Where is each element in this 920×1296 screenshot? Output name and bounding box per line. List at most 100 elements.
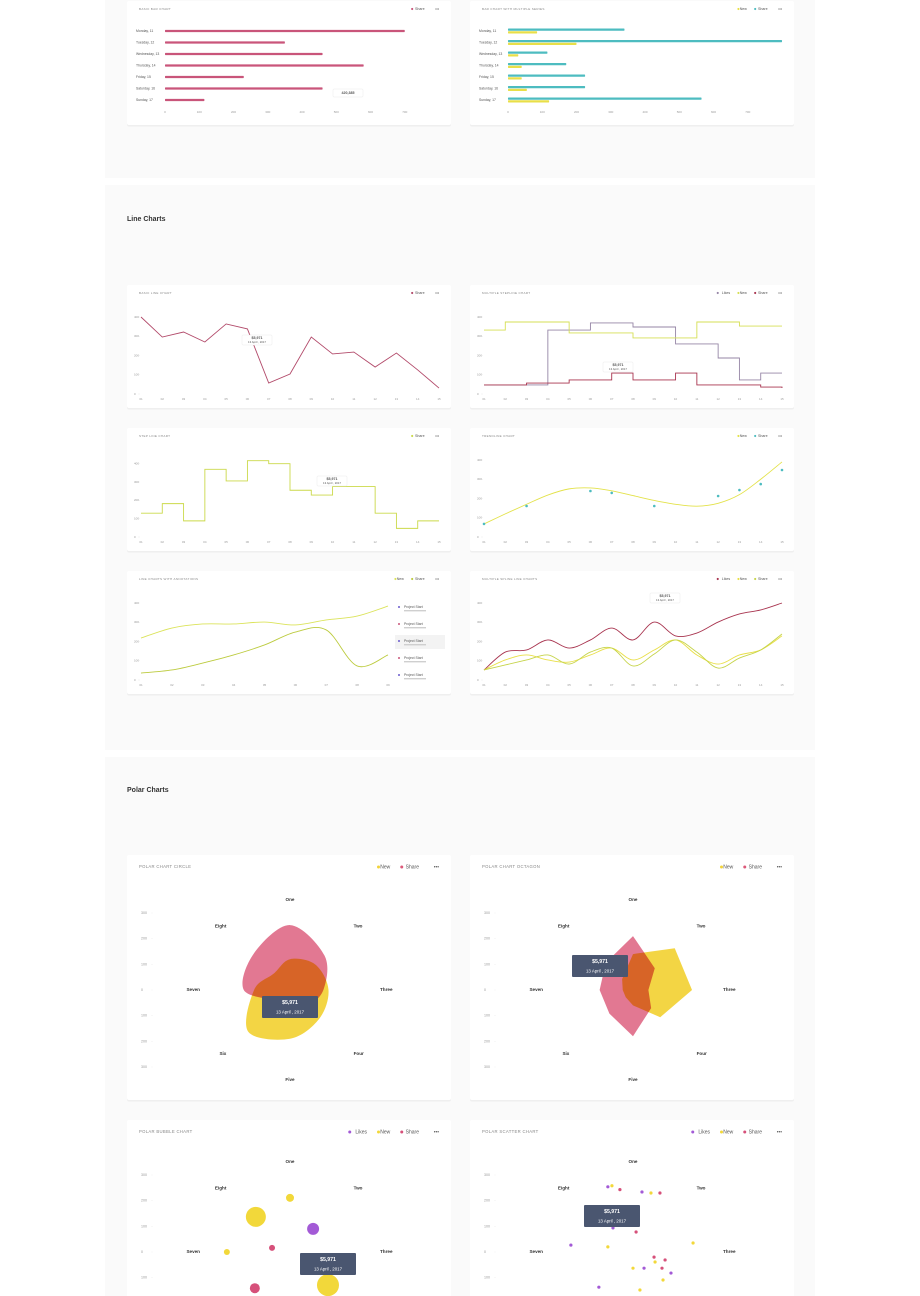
y-tick-label: 400: [477, 315, 482, 319]
y-tick-label: 200: [477, 639, 482, 643]
bubble: [245, 1206, 266, 1227]
y-tick-label: 300: [477, 477, 482, 481]
x-tick-label: 600: [368, 110, 373, 114]
legend-label: Share: [406, 1129, 420, 1135]
tooltip-date: 13 April , 2017: [586, 969, 615, 974]
x-tick-label: 500: [677, 110, 682, 114]
data-point: [597, 1285, 601, 1289]
x-tick-label: 0: [507, 110, 509, 114]
y-tick-label: 0: [477, 392, 479, 396]
menu[interactable]: •••: [435, 434, 440, 438]
x-tick-label: 07: [267, 397, 271, 401]
x-tick-label: 12: [373, 540, 377, 544]
x-tick-label: 07: [610, 540, 614, 544]
y-tick-label: 400: [477, 601, 482, 605]
category-label: Monday, 11: [479, 29, 496, 33]
data-point: [606, 1185, 610, 1189]
legend-label: Share: [415, 291, 425, 295]
menu[interactable]: •••: [778, 7, 783, 11]
data-point: [652, 504, 656, 508]
data-point: [661, 1278, 665, 1282]
menu[interactable]: •••: [435, 577, 440, 581]
data-point: [610, 491, 614, 495]
menu[interactable]: •••: [778, 291, 783, 295]
bar: [165, 52, 323, 56]
x-tick-label: 14: [759, 397, 763, 401]
tooltip-value: $5,971: [320, 1257, 336, 1263]
x-tick-label: 04: [546, 683, 550, 687]
y-tick-label: 100: [134, 516, 139, 520]
bar: [508, 42, 577, 45]
category-label: Sunday, 17: [136, 98, 153, 102]
menu[interactable]: •••: [778, 434, 783, 438]
series-line: [483, 461, 783, 525]
x-tick-label: 11: [695, 683, 698, 687]
x-tick-label: 13: [738, 683, 742, 687]
annotation-subtext: [404, 678, 426, 680]
y-tick-label: 300: [134, 334, 139, 338]
y-tick-label: 300: [477, 620, 482, 624]
tooltip-value: $5,971: [327, 477, 338, 481]
card-title: TRENDLINE CHART: [482, 434, 515, 438]
x-tick-label: 01: [482, 540, 486, 544]
y-tick-label: 300: [484, 1065, 490, 1069]
y-tick-label: 200: [134, 353, 139, 357]
annotation-label: Project Start: [404, 639, 423, 643]
y-tick-label: 200: [134, 639, 139, 643]
card: [470, 1, 794, 125]
axis-direction-label: Five: [285, 1077, 295, 1082]
card-title: LINE CHARTS WITH ANNOTATIONS: [139, 577, 198, 581]
menu[interactable]: •••: [434, 864, 440, 870]
annotation-subtext: [404, 644, 426, 646]
menu[interactable]: •••: [777, 1129, 783, 1135]
data-point: [642, 1266, 646, 1270]
legend-swatch: [716, 291, 719, 295]
x-tick-label: 09: [310, 397, 314, 401]
x-tick-label: 01: [482, 683, 486, 687]
x-tick-label: 0: [164, 110, 166, 114]
category-label: Wednesday, 13: [136, 52, 159, 56]
legend-label: Share: [758, 434, 768, 438]
menu[interactable]: •••: [435, 291, 440, 295]
data-point: [663, 1258, 667, 1262]
axis-direction-label: One: [286, 897, 295, 902]
menu[interactable]: •••: [435, 7, 440, 11]
annotation-label: Project Start: [404, 673, 423, 677]
x-tick-label: 700: [745, 110, 750, 114]
bubble: [249, 1283, 260, 1294]
x-tick-label: 02: [161, 397, 165, 401]
y-tick-label: 100: [141, 1276, 147, 1280]
x-tick-label: 02: [170, 683, 174, 687]
x-tick-label: 09: [310, 540, 314, 544]
legend-label: Share: [415, 7, 425, 11]
tooltip-date: 13 April , 2017: [656, 598, 674, 602]
legend-label: New: [380, 864, 390, 870]
bubble: [316, 1274, 339, 1296]
menu[interactable]: •••: [434, 1129, 440, 1135]
data-point: [653, 1260, 657, 1264]
legend-label: Share: [406, 864, 420, 870]
x-tick-label: 01: [139, 683, 143, 687]
data-point: [589, 489, 592, 493]
x-tick-label: 14: [759, 683, 763, 687]
bar: [508, 63, 567, 66]
y-tick-label: 100: [141, 1014, 147, 1018]
y-tick-label: 100: [477, 373, 482, 377]
legend-label: Share: [758, 7, 768, 11]
card-title: POLAR CHART OCTAGON: [482, 864, 540, 869]
tooltip-value: $5,971: [660, 594, 671, 598]
x-tick-label: 05: [263, 683, 267, 687]
bar: [508, 65, 522, 68]
x-tick-label: 09: [653, 683, 657, 687]
x-tick-label: 15: [780, 683, 784, 687]
bar: [508, 31, 538, 34]
menu[interactable]: •••: [777, 864, 783, 870]
x-tick-label: 06: [589, 540, 593, 544]
legend-swatch: [720, 865, 723, 869]
menu[interactable]: •••: [778, 577, 783, 581]
x-tick-label: 01: [482, 397, 486, 401]
